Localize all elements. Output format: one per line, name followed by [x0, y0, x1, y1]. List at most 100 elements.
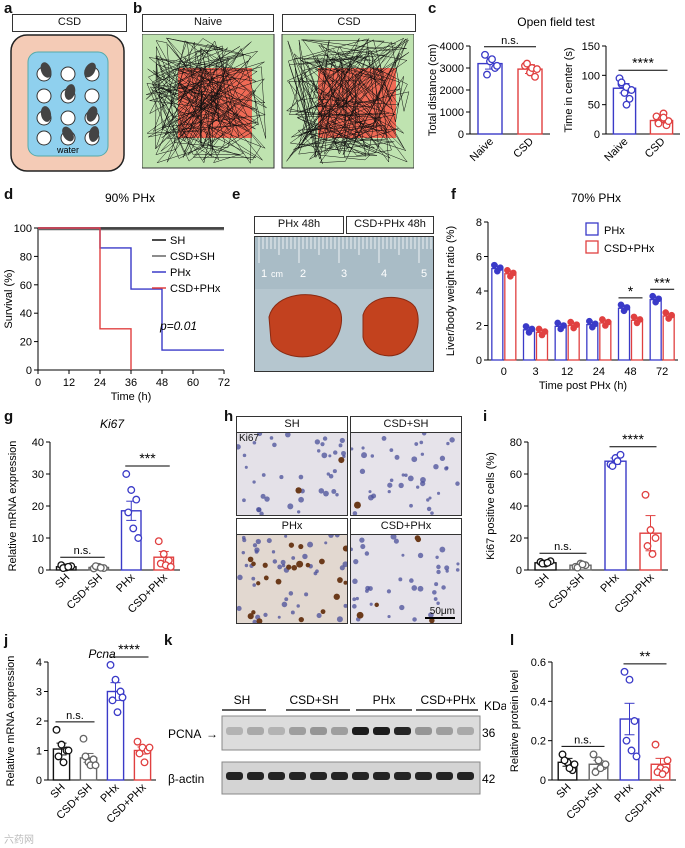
wb-group-csdphx: CSD+PHx — [420, 693, 475, 707]
data-point — [627, 86, 636, 94]
kda-36: 36 — [482, 726, 496, 740]
nucleus — [351, 547, 353, 552]
nucleus — [277, 615, 281, 619]
data-point — [64, 562, 73, 571]
nucleus — [364, 551, 370, 556]
nucleus — [280, 559, 286, 565]
nucleus — [242, 453, 247, 458]
wb-row-actin: β-actin — [168, 772, 204, 786]
chart-title: Ki67 — [100, 417, 125, 431]
pcna-band — [268, 727, 285, 735]
nucleus — [365, 589, 369, 593]
data-point — [133, 737, 142, 746]
y-tick-label: 8 — [476, 217, 482, 229]
data-point — [586, 317, 593, 325]
bar — [662, 315, 675, 361]
pcna-band — [289, 727, 306, 735]
ki67-positive-nucleus — [247, 613, 254, 620]
nucleus — [339, 437, 345, 444]
y-axis-label: Total distance (cm) — [428, 44, 439, 136]
y-axis-label: Liver/body weight ratio (%) — [446, 226, 457, 356]
ki67-positive-nucleus — [262, 562, 268, 568]
y-tick-label: 20 — [20, 337, 32, 349]
nucleus — [338, 443, 343, 448]
nucleus — [259, 511, 264, 515]
y-axis-label: Relative mRNA expression — [5, 656, 17, 787]
data-point — [658, 770, 667, 779]
significance-label: n.s. — [501, 35, 519, 47]
nucleus — [430, 511, 434, 515]
data-point — [570, 760, 579, 769]
significance-label: * — [628, 283, 634, 299]
x-tick-label: CSD — [511, 136, 536, 161]
nucleus — [304, 592, 309, 597]
nucleus — [432, 590, 437, 595]
data-point — [523, 59, 531, 68]
data-point — [616, 450, 625, 459]
x-tick-label: Naive — [468, 136, 496, 164]
data-point — [592, 320, 599, 328]
y-tick-label: 20 — [510, 533, 522, 545]
ki67-positive-nucleus — [342, 545, 347, 552]
arrow-icon: → — [206, 727, 218, 741]
ki67-positive-nucleus — [251, 610, 256, 615]
pcna-band — [247, 727, 264, 735]
x-tick-label: 72 — [656, 366, 668, 378]
significance-label: *** — [654, 274, 671, 290]
significance-label: ** — [640, 648, 651, 664]
nucleus — [237, 574, 243, 581]
actin-band — [289, 772, 306, 780]
x-tick-label: 48 — [624, 366, 636, 378]
nucleus — [428, 612, 434, 618]
ki67-positive-nucleus — [415, 536, 422, 543]
y-tick-label: 4000 — [440, 41, 464, 53]
data-point — [632, 752, 641, 761]
data-point — [617, 78, 626, 87]
ki67-positive-nucleus — [263, 575, 269, 581]
nucleus — [359, 468, 366, 474]
legend-label: CSD+SH — [170, 251, 215, 263]
nucleus — [252, 440, 257, 445]
nucleus — [315, 569, 319, 574]
data-point — [663, 756, 672, 765]
nucleus — [409, 503, 413, 508]
significance-label: **** — [632, 54, 654, 70]
x-tick-label: SH — [532, 572, 551, 591]
nucleus — [361, 446, 365, 450]
nucleus — [419, 440, 424, 445]
nucleus — [420, 477, 426, 483]
legend-label: PHx — [170, 267, 191, 279]
wb-group-csdsh: CSD+SH — [289, 693, 338, 707]
data-point — [528, 325, 536, 333]
y-tick-label: 100 — [14, 223, 32, 235]
chart-title: Pcna — [88, 647, 116, 661]
bar — [517, 68, 543, 135]
bar — [504, 273, 517, 361]
y-tick-label: 30 — [32, 469, 44, 481]
nucleus — [411, 585, 418, 591]
nucleus — [302, 553, 308, 560]
data-point — [64, 746, 73, 755]
csd-schematic: water — [10, 34, 125, 172]
pcna-band — [331, 727, 348, 735]
actin-band — [310, 772, 327, 780]
bar — [491, 267, 504, 361]
x-tick-label: PHx — [598, 571, 622, 595]
nucleus — [367, 586, 373, 591]
open-field-tracks — [142, 34, 414, 169]
data-point — [659, 113, 668, 122]
x-axis-label: Time post PHx (h) — [539, 380, 627, 392]
ki67-positive-nucleus — [286, 564, 292, 570]
nucleus — [316, 449, 321, 453]
y-tick-label: 50 — [588, 100, 600, 112]
ruler-label-1: 1 — [261, 268, 267, 280]
nucleus — [421, 433, 427, 436]
data-point — [560, 756, 569, 765]
nucleus — [321, 452, 328, 459]
ki67-positive-chart: 0 20 40 60 80 Ki67 positive cells (%) SHCSD+SH… — [485, 431, 668, 616]
legend-swatch — [585, 222, 599, 236]
nucleus — [409, 578, 414, 583]
panel-letter-f: f — [451, 186, 456, 203]
data-point — [625, 675, 634, 684]
